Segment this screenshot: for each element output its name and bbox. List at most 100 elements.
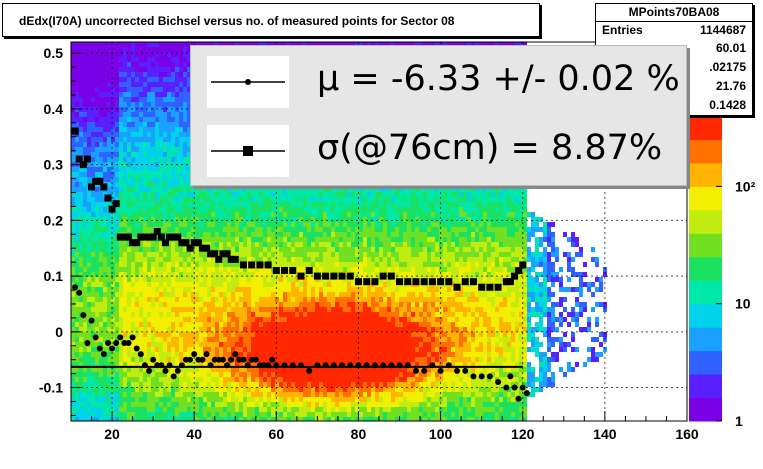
heat-cell (199, 252, 203, 257)
heat-cell (211, 397, 215, 402)
heat-cell (83, 102, 87, 107)
heat-cell (127, 287, 131, 292)
heat-cell (131, 307, 135, 312)
heat-cell (143, 57, 147, 62)
heat-cell (303, 342, 307, 347)
heat-cell (147, 332, 151, 337)
heat-cell (183, 157, 187, 162)
heat-cell (107, 57, 111, 62)
heat-cell (91, 392, 95, 397)
heat-cell (199, 227, 203, 232)
heat-cell (155, 52, 159, 57)
heat-cell (267, 287, 271, 292)
heat-cell (95, 297, 99, 302)
heat-cell (319, 317, 323, 322)
heat-cell (183, 87, 187, 92)
heat-cell (163, 127, 167, 132)
heat-cell (315, 322, 319, 327)
heat-cell (171, 147, 175, 152)
heat-cell (319, 292, 323, 297)
heat-cell (87, 207, 91, 212)
heat-cell (311, 377, 315, 382)
heat-cell (167, 137, 171, 142)
heat-cell (315, 197, 319, 202)
heat-cell (107, 277, 111, 282)
heat-cell (187, 177, 191, 182)
heat-cell (303, 382, 307, 387)
heat-cell (283, 282, 287, 287)
heat-cell (163, 247, 167, 252)
heat-cell (195, 397, 199, 402)
heat-cell (139, 177, 143, 182)
heat-cell (107, 47, 111, 52)
heat-cell (79, 142, 83, 147)
heat-cell (291, 372, 295, 377)
heat-cell (147, 252, 151, 257)
heat-cell (71, 267, 75, 272)
heat-cell (159, 217, 163, 222)
heat-cell (147, 177, 151, 182)
heat-cell (287, 372, 291, 377)
heat-cell (119, 212, 123, 217)
heat-cell (207, 317, 211, 322)
heat-cell (299, 377, 303, 382)
heat-cell (251, 282, 255, 287)
heat-cell (103, 327, 107, 332)
heat-cell (183, 367, 187, 372)
heat-cell (315, 407, 319, 412)
heat-cell (107, 132, 111, 137)
heat-cell (83, 347, 87, 352)
heat-cell (95, 392, 99, 397)
heat-cell (195, 337, 199, 342)
heat-cell (215, 392, 219, 397)
heat-cell (179, 307, 183, 312)
heat-cell (115, 292, 119, 297)
heat-cell (219, 417, 223, 421)
heat-cell (95, 307, 99, 312)
heat-cell (83, 82, 87, 87)
heat-cell (167, 92, 171, 97)
heat-cell (115, 172, 119, 177)
heat-cell (107, 137, 111, 142)
heat-cell (139, 122, 143, 127)
heat-cell (179, 67, 183, 72)
heat-cell (203, 237, 207, 242)
heat-cell (267, 277, 271, 282)
heat-cell (83, 272, 87, 277)
heat-cell (107, 147, 111, 152)
heat-cell (95, 202, 99, 207)
heat-cell (207, 397, 211, 402)
heat-cell (271, 222, 275, 227)
heat-cell (131, 82, 135, 87)
heat-cell (175, 82, 179, 87)
heat-cell (215, 402, 219, 407)
heat-cell (71, 377, 75, 382)
heat-cell (127, 132, 131, 137)
heat-cell (135, 132, 139, 137)
heat-cell (143, 47, 147, 52)
heat-cell (243, 297, 247, 302)
heat-cell (103, 82, 107, 87)
heat-cell (239, 242, 243, 247)
heat-cell (299, 392, 303, 397)
heat-cell (135, 287, 139, 292)
heat-cell (211, 417, 215, 421)
heat-cell (79, 322, 83, 327)
heat-cell (143, 162, 147, 167)
heat-cell (315, 357, 319, 362)
heat-cell (131, 57, 135, 62)
heat-cell (187, 317, 191, 322)
heat-cell (231, 292, 235, 297)
heat-cell (231, 302, 235, 307)
heat-cell (135, 387, 139, 392)
heat-cell (291, 382, 295, 387)
heat-cell (139, 147, 143, 152)
heat-cell (195, 332, 199, 337)
heat-cell (75, 142, 79, 147)
heat-cell (131, 62, 135, 67)
heat-cell (279, 332, 283, 337)
heat-cell (195, 192, 199, 197)
heat-cell (283, 387, 287, 392)
heat-cell (139, 277, 143, 282)
heat-cell (291, 287, 295, 292)
